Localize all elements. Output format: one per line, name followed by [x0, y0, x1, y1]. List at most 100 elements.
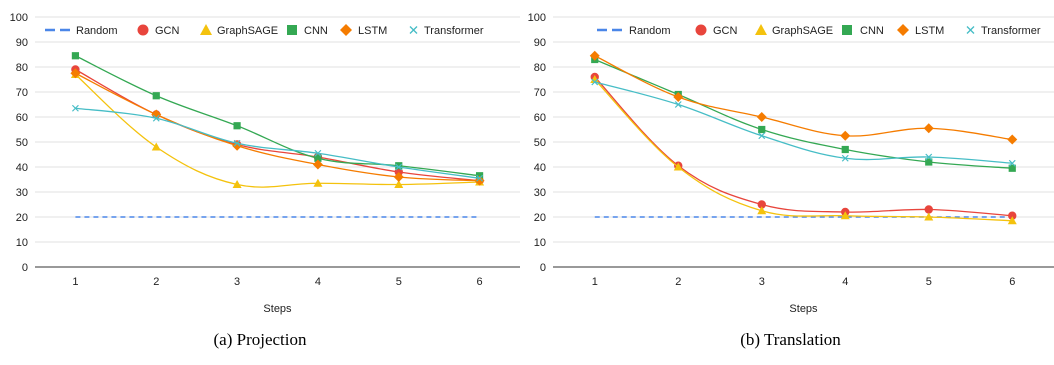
legend-label: Transformer — [981, 25, 1041, 37]
series-line — [75, 72, 480, 182]
chart-projection: 0 10 20 30 40 50 60 70 80 90 100 1 2 3 4 5 6 Steps Random G… — [10, 12, 520, 315]
legend-label: Random — [76, 25, 118, 37]
data-point — [393, 172, 404, 182]
x-tick-label: 5 — [926, 276, 932, 288]
series-line — [75, 107, 480, 179]
legend-label: GraphSAGE — [217, 25, 278, 37]
series-line — [594, 58, 1013, 169]
x-tick-label: 6 — [1009, 276, 1015, 288]
legend-swatch — [340, 24, 352, 36]
legend-swatch — [409, 26, 418, 34]
x-tick-label: 5 — [396, 276, 402, 288]
data-point — [314, 149, 322, 157]
legend-swatch — [287, 25, 297, 35]
legend-swatch — [897, 24, 909, 36]
y-tick-label: 0 — [22, 262, 28, 274]
data-point — [71, 104, 79, 112]
data-point — [152, 114, 160, 122]
y-tick-label: 80 — [534, 62, 546, 74]
data-point — [673, 92, 684, 102]
x-tick-label: 4 — [315, 276, 321, 288]
data-point — [673, 162, 683, 171]
data-point — [591, 78, 599, 86]
legend-swatch — [842, 25, 852, 35]
data-point — [71, 52, 80, 60]
data-point — [925, 153, 933, 161]
legend: Random GCN GraphSAGE CNN LSTM Transformer — [597, 24, 1041, 37]
series-cnn — [71, 52, 484, 180]
y-tick-label: 30 — [16, 187, 28, 199]
y-tick-label: 0 — [540, 262, 546, 274]
data-point — [924, 205, 933, 214]
data-point — [312, 159, 323, 170]
data-point — [840, 211, 850, 220]
data-point — [233, 139, 241, 147]
y-tick-label: 50 — [16, 137, 28, 149]
data-point — [1008, 164, 1016, 172]
x-tick-label: 3 — [234, 276, 240, 288]
legend-swatch — [755, 24, 767, 35]
legend-label: Random — [629, 25, 671, 37]
data-point — [758, 132, 766, 140]
data-point — [925, 158, 933, 166]
legend-swatch — [966, 26, 975, 34]
data-point — [756, 112, 767, 122]
legend-label: GraphSAGE — [772, 25, 833, 37]
series-graphsage — [590, 75, 1017, 225]
y-tick-label: 100 — [528, 12, 546, 24]
data-point — [233, 122, 241, 130]
data-point — [840, 130, 851, 141]
data-point — [313, 178, 323, 187]
data-point — [70, 68, 81, 79]
y-tick-label: 40 — [534, 162, 546, 174]
x-tick-label: 4 — [842, 276, 848, 288]
x-tick-label: 2 — [675, 276, 681, 288]
data-point — [151, 142, 161, 151]
data-point — [841, 154, 849, 162]
y-tick-label: 60 — [16, 112, 28, 124]
y-tick-label: 90 — [16, 37, 28, 49]
series-lstm — [70, 68, 485, 186]
x-tick-label: 3 — [759, 276, 765, 288]
series-cnn — [591, 55, 1016, 172]
data-point — [314, 154, 322, 162]
data-point — [758, 125, 766, 134]
data-point — [394, 180, 404, 188]
chart-panel-translation: 0 10 20 30 40 50 60 70 80 90 100 1 2 3 4 5 6 Steps Random G… — [527, 0, 1054, 365]
data-point — [151, 109, 162, 120]
series-line — [594, 81, 1013, 164]
data-point — [590, 75, 600, 83]
data-point — [1008, 159, 1016, 167]
y-tick-label: 20 — [16, 212, 28, 224]
legend-swatch — [200, 24, 212, 35]
y-tick-label: 50 — [534, 137, 546, 149]
data-point — [395, 163, 403, 171]
y-tick-label: 40 — [16, 162, 28, 174]
y-tick-label: 10 — [16, 237, 28, 249]
legend-label: CNN — [860, 25, 884, 37]
data-point — [589, 50, 600, 61]
legend-label: LSTM — [358, 25, 387, 37]
chart-panel-projection: 0 10 20 30 40 50 60 70 80 90 100 1 2 3 4 5 6 Steps Random G… — [0, 0, 520, 365]
series-line — [594, 79, 1013, 222]
data-point — [1007, 216, 1017, 225]
chart-translation: 0 10 20 30 40 50 60 70 80 90 100 1 2 3 4 5 6 Steps Random G… — [528, 12, 1054, 315]
y-tick-label: 10 — [534, 237, 546, 249]
caption-translation: (b) Translation — [740, 330, 841, 349]
legend-label: GCN — [155, 25, 180, 37]
series-lstm — [589, 50, 1018, 145]
y-tick-label: 90 — [534, 37, 546, 49]
caption-projection: (a) Projection — [213, 330, 307, 349]
grid-lines — [553, 16, 1054, 268]
x-axis-title: Steps — [789, 303, 818, 315]
y-tick-label: 70 — [534, 87, 546, 99]
data-point — [674, 101, 682, 108]
y-tick-label: 30 — [534, 187, 546, 199]
legend-label: LSTM — [915, 25, 944, 37]
legend-swatch — [137, 24, 149, 36]
data-point — [476, 174, 484, 182]
grid-lines — [35, 16, 520, 268]
x-tick-label: 1 — [592, 276, 598, 288]
legend: Random GCN GraphSAGE CNN LSTM Transformer — [45, 24, 484, 37]
legend-label: CNN — [304, 25, 328, 37]
